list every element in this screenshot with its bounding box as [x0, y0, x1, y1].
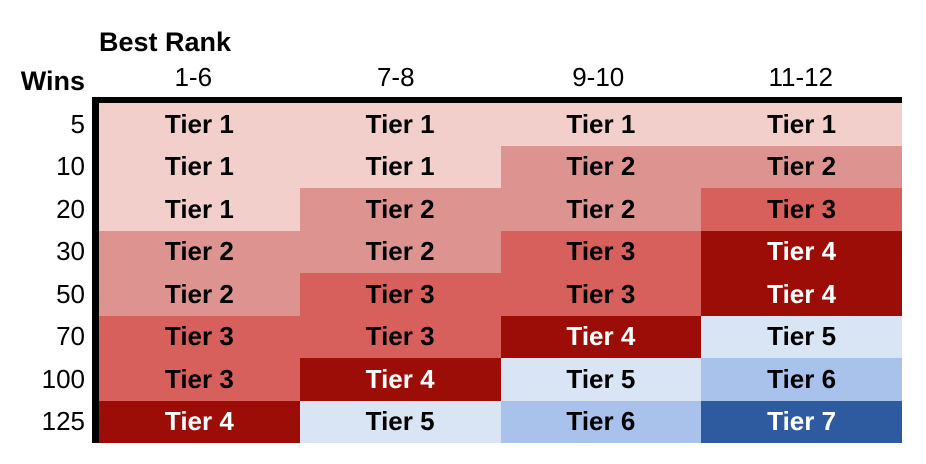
table-row: Tier 2 Tier 2 Tier 3 Tier 4 — [99, 230, 902, 273]
tier-cell: Tier 5 — [500, 358, 702, 401]
row-label-column: 5 10 20 30 50 70 100 125 — [0, 103, 85, 443]
tier-cell: Tier 3 — [701, 188, 902, 231]
table-row: Tier 3 Tier 4 Tier 5 Tier 6 — [99, 358, 902, 401]
tier-cell: Tier 3 — [500, 273, 702, 316]
table-row: Tier 3 Tier 3 Tier 4 Tier 5 — [99, 315, 902, 358]
tier-cell: Tier 1 — [299, 145, 501, 188]
tier-cell: Tier 1 — [299, 103, 501, 146]
tier-cell: Tier 2 — [99, 273, 300, 316]
row-label: 20 — [56, 193, 85, 224]
tier-cell: Tier 2 — [500, 145, 702, 188]
tier-cell: Tier 4 — [99, 400, 300, 443]
row-label: 125 — [41, 406, 85, 437]
table-row: Tier 2 Tier 3 Tier 3 Tier 4 — [99, 273, 902, 316]
tier-cell: Tier 4 — [701, 230, 902, 273]
table-row: Tier 1 Tier 1 Tier 2 Tier 2 — [99, 145, 902, 188]
table-row: Tier 4 Tier 5 Tier 6 Tier 7 — [99, 400, 902, 443]
column-header: 1-6 — [174, 62, 213, 92]
tier-cell: Tier 1 — [99, 103, 300, 146]
column-header: 11-12 — [768, 62, 834, 92]
row-label: 70 — [56, 321, 85, 352]
tier-cell: Tier 3 — [99, 358, 300, 401]
table-row: Tier 1 Tier 2 Tier 2 Tier 3 — [99, 188, 902, 231]
tier-cell: Tier 2 — [500, 188, 702, 231]
best-rank-group-header: Best Rank — [99, 27, 232, 57]
tier-cell: Tier 1 — [99, 188, 300, 231]
tier-cell: Tier 1 — [99, 145, 300, 188]
tier-cell: Tier 4 — [299, 358, 501, 401]
tier-cell: Tier 6 — [701, 358, 902, 401]
tier-cell: Tier 2 — [299, 230, 501, 273]
tier-cell: Tier 2 — [99, 230, 300, 273]
tier-grid: Tier 1 Tier 1 Tier 1 Tier 1 Tier 1 Tier 1 Tier… — [92, 97, 902, 443]
row-label: 10 — [56, 151, 85, 182]
wins-axis-label: Wins — [20, 66, 85, 96]
tier-cell: Tier 5 — [701, 315, 902, 358]
table-row: Tier 1 Tier 1 Tier 1 Tier 1 — [99, 103, 902, 146]
tier-cell: Tier 3 — [299, 315, 501, 358]
tier-cell: Tier 3 — [99, 315, 300, 358]
tier-cell: Tier 2 — [701, 145, 902, 188]
tier-cell: Tier 3 — [500, 230, 702, 273]
tier-cell: Tier 4 — [500, 315, 702, 358]
row-label: 100 — [41, 363, 85, 394]
tier-cell: Tier 4 — [701, 273, 902, 316]
tier-cell: Tier 7 — [701, 400, 902, 443]
tier-cell: Tier 1 — [500, 103, 702, 146]
tier-cell: Tier 5 — [299, 400, 501, 443]
tier-cell: Tier 3 — [299, 273, 501, 316]
row-label: 50 — [56, 278, 85, 309]
row-label: 5 — [70, 108, 85, 139]
row-label: 30 — [56, 236, 85, 267]
tier-cell: Tier 1 — [701, 103, 902, 146]
tier-cell: Tier 2 — [299, 188, 501, 231]
column-header-row: 1-6 7-8 9-10 11-12 — [92, 62, 902, 92]
column-header: 7-8 — [376, 62, 415, 92]
column-header: 9-10 — [572, 62, 625, 92]
tier-cell: Tier 6 — [500, 400, 702, 443]
